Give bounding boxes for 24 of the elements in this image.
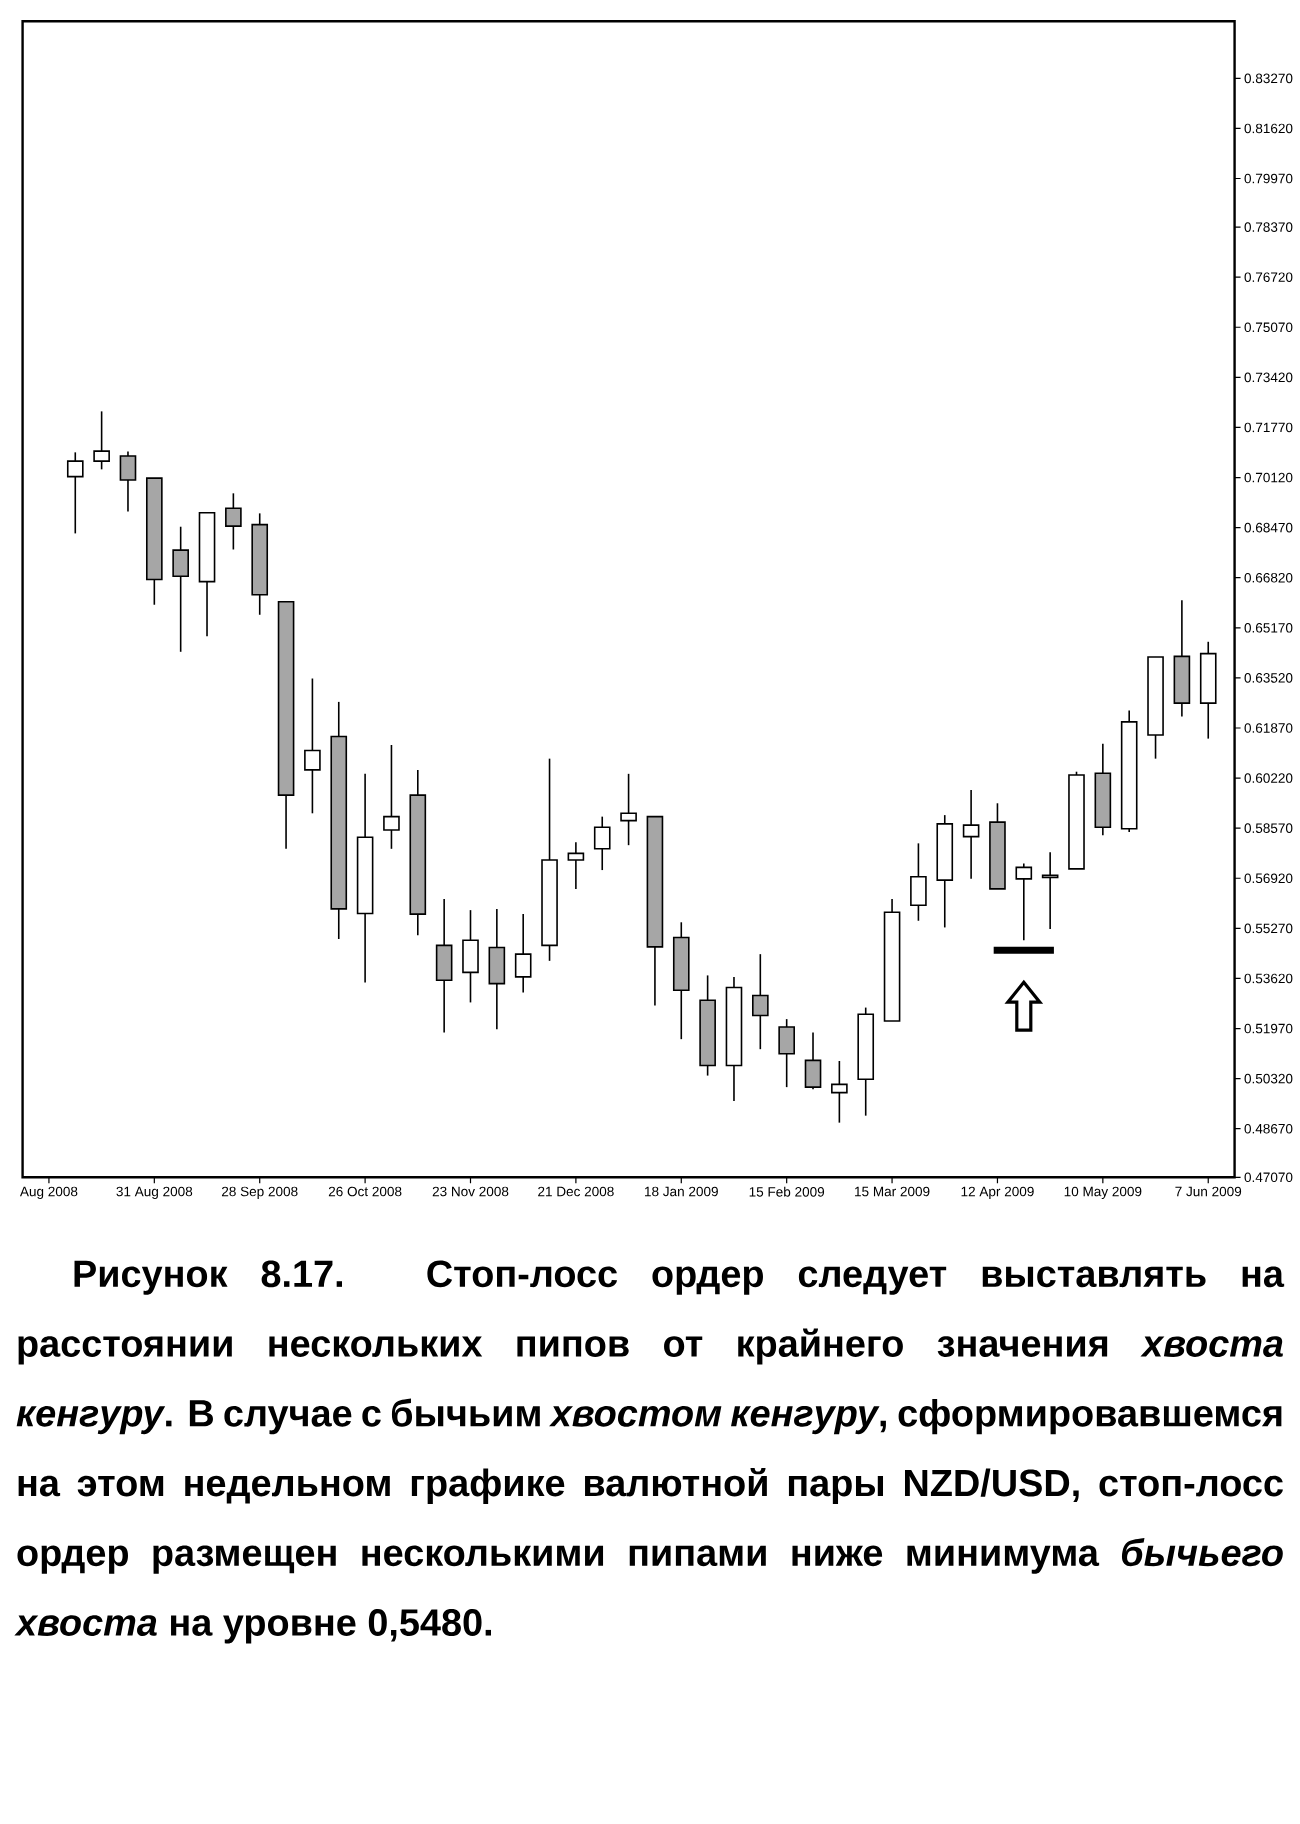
- candlestick: [1041, 851, 1059, 930]
- candlestick: [93, 410, 110, 471]
- candlestick: [1015, 862, 1033, 941]
- candlestick: [804, 1031, 822, 1091]
- candlestick: [383, 744, 400, 850]
- candlestick: [567, 841, 585, 890]
- candlestick: [910, 842, 927, 922]
- candlestick: [831, 1060, 848, 1124]
- candlestick: [593, 815, 611, 871]
- candlestick: [778, 1018, 795, 1088]
- candlestick: [304, 677, 321, 815]
- candlestick: [620, 773, 637, 846]
- candlestick: [462, 909, 479, 1004]
- candlestick: [962, 789, 980, 880]
- candlestick: [514, 913, 532, 994]
- candlestick: [225, 492, 242, 551]
- candlestick: [172, 525, 189, 653]
- candlestick: [752, 953, 769, 1050]
- candlestick: [435, 898, 453, 1034]
- candlestick: [119, 450, 137, 513]
- candlestick: [66, 451, 84, 535]
- text: Рисунок 8.17. Стоп-лосс ордер следует выставлять на расстоянии нескольких пипов от крайнего значения хвоста кенгуру. В случае с бычьим хвостом кенгуру, сформировавшемся на этом недельном графике валютной пары NZD/USD, стоп-лосс ордер размещен несколькими пипами ниже минимума бычьего хвоста на уровне 0,5480.: [14, 1260, 1285, 1644]
- candlestick: [488, 908, 506, 1030]
- candlestick: [1173, 599, 1191, 718]
